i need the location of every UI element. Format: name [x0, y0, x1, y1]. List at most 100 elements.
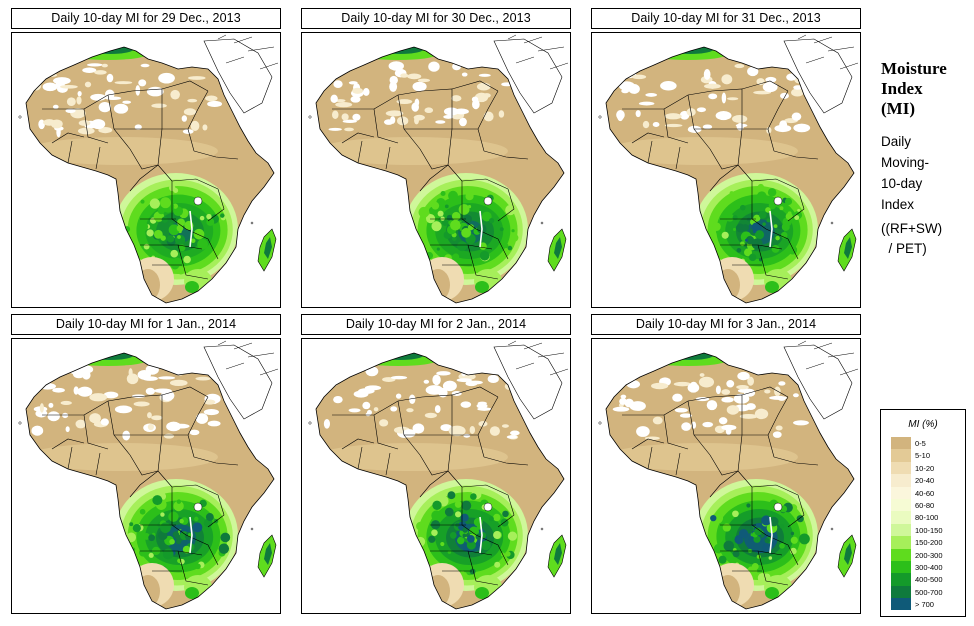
legend-swatch: [891, 498, 911, 512]
moisture-speck: [416, 521, 425, 531]
legend-swatch: [891, 449, 911, 462]
country-border: [497, 188, 515, 222]
moisture-speck: [460, 570, 465, 575]
country-border: [751, 484, 799, 496]
country-border: [129, 164, 159, 192]
arid-patch: [35, 409, 48, 418]
arid-patch: [362, 88, 370, 96]
moisture-speck: [729, 191, 734, 196]
moisture-speck: [143, 243, 150, 250]
arid-patch: [77, 90, 82, 97]
moisture-speck: [741, 562, 745, 566]
atlas-strip: [382, 47, 406, 50]
southeast-green: [185, 587, 199, 599]
arid-patch: [786, 73, 797, 81]
arid-patch: [407, 73, 422, 80]
moisture-speck: [455, 511, 462, 518]
arid-patch: [151, 415, 163, 421]
moisture-speck: [732, 227, 736, 231]
arid-patch: [651, 382, 669, 390]
arid-patch: [703, 68, 711, 80]
coastline: [315, 46, 565, 304]
country-border: [95, 452, 101, 476]
arid-patch: [113, 103, 129, 114]
sidebar-description: Daily Moving- 10-day Index: [881, 131, 971, 215]
arid-patch: [101, 63, 108, 68]
country-border: [622, 414, 689, 450]
moisture-speck: [132, 524, 141, 533]
moisture-speck: [206, 218, 215, 226]
moisture-speck: [169, 538, 175, 545]
moisture-speck: [788, 245, 798, 255]
madagascar-wet: [554, 237, 562, 259]
moisture-speck: [457, 536, 465, 545]
moisture-speck: [481, 211, 492, 222]
lake-victoria: [483, 502, 493, 512]
moisture-speck: [451, 236, 457, 241]
arid-patch: [636, 426, 650, 437]
island: [830, 221, 834, 225]
arid-patch: [122, 430, 131, 441]
namib-patch: [426, 269, 450, 301]
sidebar-title-line: (MI): [881, 99, 915, 118]
moisture-speck: [461, 500, 472, 511]
arid-patch: [133, 401, 150, 407]
arid-patch: [205, 95, 218, 102]
madagascar-wet: [554, 543, 562, 565]
arid-patch: [60, 84, 78, 89]
country-border: [207, 188, 225, 222]
moisture-speck: [462, 533, 467, 538]
arid-patch: [48, 402, 54, 408]
arabia-outline: [203, 38, 273, 114]
legend: MI (%) 0-5 5-10 10-20 20-40 40-60 60-80 80-100…: [880, 409, 966, 617]
legend-label: 400-500: [915, 575, 943, 585]
moisture-speck: [505, 204, 516, 216]
arid-patch: [160, 390, 175, 401]
arid-patch: [476, 403, 488, 409]
arid-patch: [731, 114, 748, 123]
arid-patch: [145, 387, 155, 395]
arid-patch: [412, 81, 427, 92]
moisture-speck: [177, 235, 181, 239]
moisture-speck: [796, 515, 804, 523]
moisture-speck: [460, 513, 469, 522]
moisture-speck: [710, 514, 717, 522]
arid-patch: [183, 108, 197, 116]
moisture-speck: [768, 201, 777, 210]
legend-swatch: [891, 585, 911, 599]
arid-patch: [708, 93, 718, 100]
moisture-speck: [160, 197, 171, 209]
legend-swatch: [891, 437, 911, 450]
arid-patch: [702, 421, 714, 428]
moisture-speck: [736, 248, 742, 253]
arid-patch: [436, 371, 451, 376]
arid-patch: [328, 127, 342, 131]
country-border: [483, 150, 529, 160]
moisture-speck: [444, 507, 454, 517]
arabia-outline: [493, 344, 563, 420]
sahel-band: [26, 137, 218, 165]
sahel-band: [316, 443, 508, 471]
arid-patch: [706, 400, 718, 411]
moisture-speck: [192, 522, 203, 533]
arid-patch: [80, 112, 86, 117]
africa-map: [11, 338, 281, 614]
moisture-speck: [206, 213, 212, 220]
arid-patch: [395, 393, 402, 399]
moisture-speck: [220, 532, 231, 543]
arid-patch: [373, 407, 379, 412]
island: [540, 221, 544, 225]
arid-patch: [128, 368, 133, 378]
neighbor-borders: [507, 34, 569, 70]
arid-patch: [77, 386, 93, 397]
moisture-speck: [158, 530, 168, 541]
moisture-speck: [768, 556, 773, 560]
country-border: [67, 446, 73, 470]
moisture-speck: [173, 500, 184, 512]
arid-patch: [414, 116, 419, 125]
atlas-strip: [86, 47, 134, 54]
moisture-speck: [497, 209, 502, 214]
island: [18, 115, 22, 119]
arid-patch: [73, 386, 79, 395]
moisture-layer: [26, 353, 238, 607]
